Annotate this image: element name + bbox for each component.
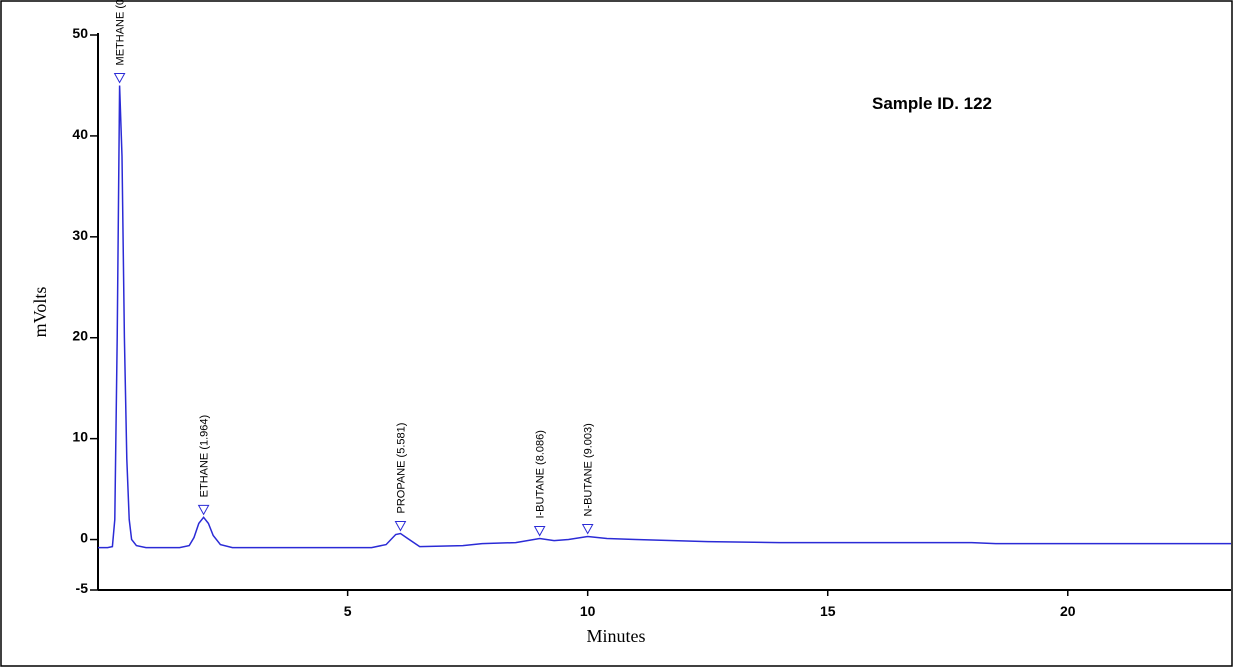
x-axis-label: Minutes [586,626,645,646]
x-tick-label: 15 [820,603,836,619]
annotation: Sample ID. 122 [872,94,992,113]
peak-marker [581,524,594,535]
x-tick-label: 10 [580,603,596,619]
y-tick-label: 50 [72,25,88,41]
y-tick-label: 40 [72,126,88,142]
peak-label: METHANE (0.453) [115,0,127,65]
peak-label: I-BUTANE (8.086) [535,430,547,518]
peak-marker [533,526,546,537]
y-axis-label: mVolts [30,287,50,338]
peak-marker [113,72,126,84]
peak-marker [394,520,407,532]
peak-label: ETHANE (1.964) [199,415,211,498]
y-tick-label: 20 [72,328,88,344]
peak-marker [197,504,210,516]
y-tick-label: 10 [72,429,88,445]
y-tick-label: 30 [72,227,88,243]
peak-label: N-BUTANE (9.003) [583,423,595,516]
y-tick-label: -5 [76,580,89,596]
x-tick-label: 20 [1060,603,1076,619]
y-tick-label: 0 [80,530,88,546]
chromatogram-line [98,85,1231,549]
peak-label: PROPANE (5.581) [395,423,407,514]
x-tick-label: 5 [344,603,352,619]
